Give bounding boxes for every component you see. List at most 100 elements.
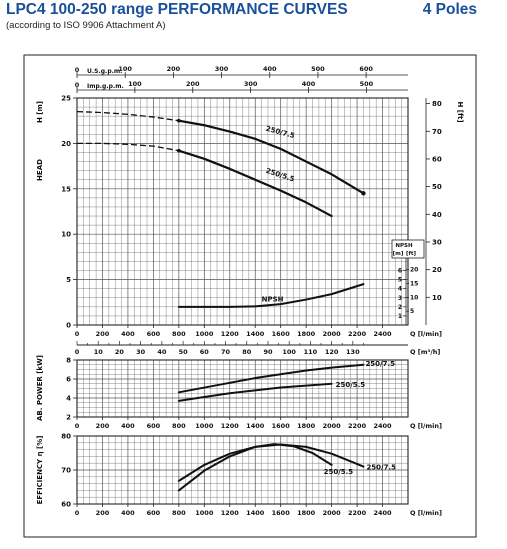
- npsh-m-tick-label: 4: [398, 286, 402, 293]
- npsh-ft-tick-label: 20: [410, 267, 418, 274]
- x-tick-label: 1000: [195, 509, 214, 517]
- npsh-ft-tick-label: 5: [410, 308, 414, 315]
- outer-border: [23, 54, 477, 538]
- flow-tick-label: 50: [179, 348, 189, 356]
- x-tick-label: 400: [121, 422, 135, 430]
- curve-250/7.5: [177, 363, 365, 394]
- y-axis-label: EFFICIENCY η [%]: [36, 436, 44, 505]
- npsh-m-tick-label: 3: [398, 295, 402, 302]
- flow-tick-label: 20: [115, 348, 125, 356]
- top-tick-label: 500: [360, 80, 374, 88]
- poles-label: 4 Poles: [422, 1, 477, 18]
- top-tick-label: 400: [302, 80, 316, 88]
- npsh-m-tick-label: 6: [398, 268, 402, 275]
- y-tick-label: 6: [66, 376, 71, 384]
- x-tick-label: 1000: [195, 422, 214, 430]
- y-axis-label: H [m]: [36, 101, 44, 123]
- x-axis-unit: Q [l/min]: [410, 330, 442, 338]
- series-label: 250/7.5: [366, 464, 396, 472]
- x-tick-label: 800: [172, 330, 186, 338]
- y-tick-label: 60: [61, 501, 71, 509]
- page-title: LPC4 100-250 range PERFORMANCE CURVES: [6, 1, 348, 18]
- x-tick-label: 1600: [272, 422, 291, 430]
- x-tick-label: 600: [147, 330, 161, 338]
- y-axis-side-label: HEAD: [36, 159, 44, 181]
- x-tick-label: 0: [75, 330, 80, 338]
- top-axis-label: Imp.g.p.m.: [87, 83, 124, 90]
- flow-axis-unit: Q [m³/h]: [410, 348, 440, 356]
- flow-tick-label: 120: [325, 348, 339, 356]
- series-label: 250/5.5: [265, 167, 296, 184]
- y-tick-label: 8: [66, 357, 71, 365]
- curve-end-marker: [361, 191, 366, 196]
- top-tick-label: 300: [244, 80, 258, 88]
- x-tick-label: 1800: [297, 509, 316, 517]
- flow-tick-label: 110: [304, 348, 318, 356]
- x-tick-label: 1200: [221, 330, 240, 338]
- x-tick-label: 1400: [246, 422, 265, 430]
- y-tick-label: 15: [61, 185, 71, 193]
- curve-dashed-250/5.5: [77, 142, 179, 152]
- y-tick-label: 20: [61, 140, 71, 148]
- y-tick-label: 70: [61, 467, 71, 475]
- flow-axis-panel: 0 10 20 30 40 50 60 70 80 90 100 110 120 130 Q [m³/h]: [75, 341, 440, 356]
- ft-tick-label: 60: [432, 155, 442, 163]
- x-tick-label: 1400: [246, 509, 265, 517]
- flow-tick-label: 100: [282, 348, 296, 356]
- x-tick-label: 400: [121, 509, 135, 517]
- flow-tick-label: 90: [263, 348, 273, 356]
- y-axis-right-label: H [ft]: [456, 101, 464, 122]
- x-tick-label: 2000: [323, 422, 342, 430]
- curve-250/5.5: [177, 443, 333, 492]
- top-tick-label: 600: [359, 65, 373, 73]
- series-label: 250/5.5: [324, 468, 354, 476]
- npsh-m-tick-label: 1: [398, 313, 402, 320]
- y-tick-label: 5: [66, 276, 71, 284]
- x-tick-label: 1200: [221, 422, 240, 430]
- npsh-inset-title: NPSH: [395, 243, 413, 249]
- x-tick-label: 2200: [348, 422, 367, 430]
- npsh-inset-box: [391, 239, 425, 259]
- x-tick-label: 800: [172, 509, 186, 517]
- flow-tick-label: 130: [346, 348, 360, 356]
- x-tick-label: 200: [96, 509, 110, 517]
- ft-tick-label: 80: [432, 100, 442, 108]
- ft-tick-label: 40: [432, 211, 442, 219]
- outer-frame: [23, 54, 477, 538]
- top-tick-label: 100: [118, 65, 132, 73]
- x-tick-label: 2000: [323, 509, 342, 517]
- top-axis-label: U.S.g.p.m.: [87, 68, 122, 75]
- curve-NPSH: [177, 283, 365, 308]
- flow-tick-label: 30: [136, 348, 146, 356]
- x-tick-label: 600: [147, 509, 161, 517]
- efficiency-panel: 60 70 80 EFFICIENCY η [%] 0 200 400 600 800 1000 1…: [36, 433, 442, 518]
- y-tick-label: 10: [61, 231, 71, 239]
- x-tick-label: 1400: [246, 330, 265, 338]
- x-tick-label: 200: [96, 330, 110, 338]
- ft-tick-label: 70: [432, 128, 442, 136]
- flow-tick-label: 10: [94, 348, 104, 356]
- ft-tick-label: 10: [432, 294, 442, 302]
- flow-tick-label: 0: [75, 348, 80, 356]
- x-tick-label: 1800: [297, 422, 316, 430]
- top-tick-label: 0: [75, 66, 80, 74]
- curve-dashed-250/7.5: [76, 110, 179, 122]
- npsh-inset-unit-m: [m]: [393, 251, 404, 257]
- ft-tick-label: 20: [432, 266, 442, 274]
- npsh-m-tick-label: 2: [398, 304, 402, 311]
- curve-250/5.5: [177, 149, 333, 218]
- curve-250/5.5: [177, 382, 333, 402]
- y-tick-label: 25: [61, 95, 71, 103]
- x-axis-unit: Q [l/min]: [410, 422, 442, 430]
- ft-tick-label: 30: [432, 238, 442, 246]
- top-tick-label: 0: [75, 81, 80, 89]
- x-tick-label: 400: [121, 330, 135, 338]
- top-tick-label: 200: [167, 65, 181, 73]
- y-tick-label: 2: [66, 414, 71, 422]
- x-tick-label: 1600: [272, 509, 291, 517]
- y-tick-label: 0: [66, 322, 71, 330]
- flow-tick-label: 80: [242, 348, 252, 356]
- x-tick-label: 2400: [373, 330, 392, 338]
